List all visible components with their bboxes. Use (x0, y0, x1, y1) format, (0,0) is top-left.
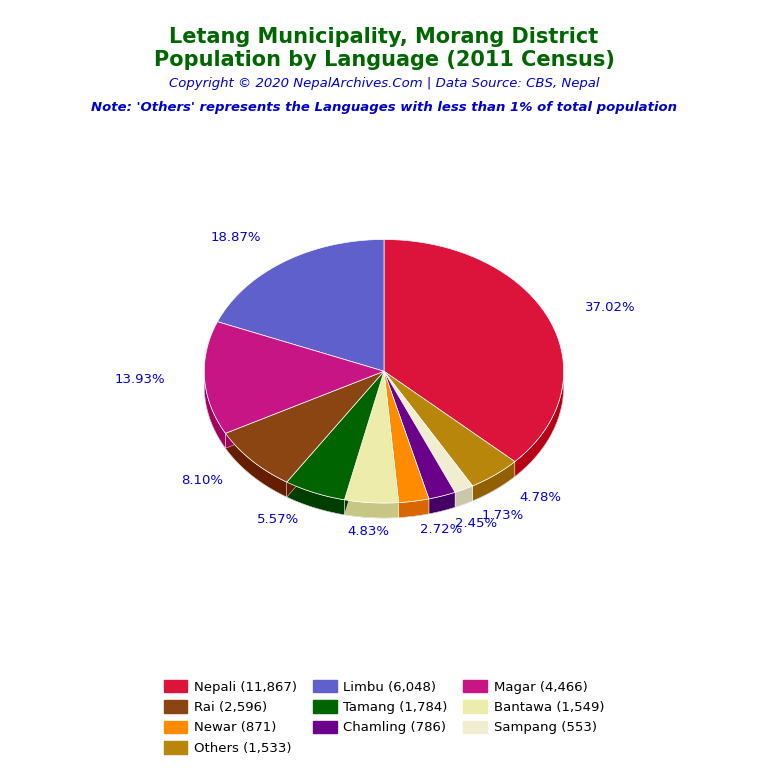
Polygon shape (399, 499, 429, 518)
Polygon shape (384, 371, 515, 477)
Text: 5.57%: 5.57% (257, 513, 300, 526)
Polygon shape (384, 371, 515, 486)
Polygon shape (384, 371, 515, 477)
Polygon shape (384, 371, 472, 501)
Polygon shape (384, 371, 455, 508)
Polygon shape (286, 371, 384, 497)
Text: 13.93%: 13.93% (114, 373, 165, 386)
Text: 4.83%: 4.83% (348, 525, 389, 538)
Text: Note: 'Others' represents the Languages with less than 1% of total population: Note: 'Others' represents the Languages … (91, 101, 677, 114)
Polygon shape (344, 500, 399, 518)
Polygon shape (286, 371, 384, 497)
Polygon shape (384, 371, 455, 499)
Text: 18.87%: 18.87% (211, 231, 262, 244)
Polygon shape (344, 371, 384, 515)
Polygon shape (204, 372, 226, 449)
Text: 1.73%: 1.73% (482, 508, 524, 521)
Polygon shape (226, 371, 384, 449)
Polygon shape (429, 492, 455, 514)
Polygon shape (384, 371, 455, 508)
Polygon shape (226, 371, 384, 449)
Polygon shape (226, 371, 384, 482)
Text: 8.10%: 8.10% (180, 474, 223, 487)
Polygon shape (217, 240, 384, 371)
Polygon shape (226, 433, 286, 497)
Polygon shape (515, 377, 564, 477)
Polygon shape (384, 371, 399, 518)
Polygon shape (384, 371, 429, 502)
Polygon shape (204, 322, 384, 433)
Polygon shape (472, 462, 515, 501)
Text: 37.02%: 37.02% (585, 301, 636, 314)
Polygon shape (455, 486, 472, 508)
Polygon shape (286, 371, 384, 500)
Text: Letang Municipality, Morang District: Letang Municipality, Morang District (170, 27, 598, 47)
Polygon shape (384, 240, 564, 462)
Text: 2.45%: 2.45% (455, 517, 497, 530)
Polygon shape (384, 371, 472, 492)
Polygon shape (384, 371, 399, 518)
Text: 2.72%: 2.72% (420, 523, 462, 536)
Polygon shape (384, 371, 472, 501)
Polygon shape (384, 371, 429, 514)
Text: 4.78%: 4.78% (519, 492, 561, 505)
Legend: Nepali (11,867), Rai (2,596), Newar (871), Others (1,533), Limbu (6,048), Tamang: Nepali (11,867), Rai (2,596), Newar (871… (157, 673, 611, 761)
Text: Population by Language (2011 Census): Population by Language (2011 Census) (154, 50, 614, 70)
Polygon shape (384, 371, 429, 514)
Polygon shape (344, 371, 384, 515)
Polygon shape (344, 371, 399, 503)
Polygon shape (286, 482, 344, 515)
Text: Copyright © 2020 NepalArchives.Com | Data Source: CBS, Nepal: Copyright © 2020 NepalArchives.Com | Dat… (169, 77, 599, 90)
